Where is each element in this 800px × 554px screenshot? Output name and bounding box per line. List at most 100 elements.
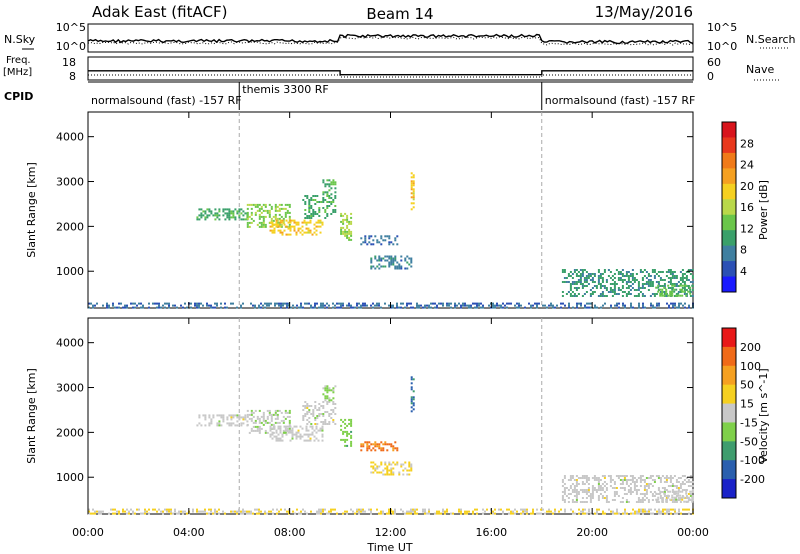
echo-pixel: [639, 499, 642, 501]
echo-pixel: [246, 221, 249, 224]
echo-pixel: [374, 235, 377, 238]
echo-pixel: [588, 510, 590, 513]
echo-pixel: [336, 512, 338, 515]
echo-pixel: [584, 306, 586, 309]
echo-pixel: [256, 203, 259, 206]
echo-pixel: [256, 205, 259, 208]
echo-pixel: [386, 471, 389, 474]
echo-pixel: [595, 285, 598, 287]
echo-pixel: [655, 498, 658, 501]
ytick-label: 3000: [56, 176, 84, 189]
echo-pixel: [264, 203, 267, 206]
echo-pixel: [587, 495, 590, 497]
echo-pixel: [677, 281, 680, 283]
echo-pixel: [571, 283, 574, 285]
echo-pixel: [677, 492, 680, 495]
nsky-label: N.Sky: [4, 33, 36, 46]
echo-pixel: [120, 302, 122, 305]
echo-pixel: [637, 287, 640, 289]
echo-pixel: [334, 211, 337, 213]
echo-pixel: [650, 304, 652, 307]
echo-pixel: [206, 304, 208, 307]
echo-pixel: [556, 304, 558, 307]
echo-pixel: [208, 414, 211, 417]
echo-pixel: [286, 510, 288, 513]
echo-pixel: [631, 479, 634, 481]
echo-pixel: [408, 469, 411, 472]
echo-pixel: [252, 304, 254, 307]
echo-pixel: [218, 214, 221, 217]
echo-pixel: [575, 481, 578, 483]
echo-pixel: [293, 225, 296, 228]
echo-pixel: [372, 239, 375, 242]
echo-pixel: [446, 304, 448, 307]
echo-pixel: [228, 210, 231, 213]
echo-pixel: [597, 495, 600, 497]
echo-pixel: [597, 275, 600, 277]
colorbar-swatch: [722, 422, 736, 442]
echo-pixel: [624, 508, 626, 511]
echo-pixel: [408, 512, 410, 515]
echo-pixel: [350, 220, 353, 223]
echo-pixel: [561, 481, 564, 483]
echo-pixel: [274, 413, 277, 416]
echo-pixel: [302, 417, 305, 419]
echo-pixel: [164, 302, 166, 305]
echo-pixel: [669, 281, 672, 283]
echo-pixel: [669, 273, 672, 275]
echo-pixel: [216, 216, 219, 219]
echo-pixel: [645, 283, 648, 285]
echo-pixel: [567, 497, 570, 499]
echo-pixel: [315, 425, 318, 428]
echo-pixel: [234, 208, 237, 211]
echo-pixel: [342, 214, 345, 217]
echo-pixel: [691, 269, 694, 271]
echo-pixel: [643, 485, 646, 487]
echo-pixel: [589, 493, 592, 495]
echo-pixel: [307, 227, 310, 230]
echo-pixel: [186, 306, 188, 309]
echo-pixel: [322, 199, 325, 201]
colorbar-swatch: [722, 122, 736, 138]
echo-pixel: [538, 302, 540, 305]
echo-pixel: [625, 293, 628, 295]
echo-pixel: [683, 489, 686, 491]
echo-pixel: [550, 510, 552, 513]
echo-pixel: [605, 295, 608, 297]
echo-pixel: [366, 441, 369, 444]
echo-pixel: [665, 295, 668, 297]
echo-pixel: [599, 283, 602, 285]
echo-pixel: [663, 495, 666, 497]
echo-pixel: [328, 389, 331, 392]
echo-pixel: [214, 212, 217, 215]
echo-pixel: [320, 302, 322, 305]
echo-pixel: [198, 414, 201, 417]
echo-pixel: [266, 211, 269, 214]
echo-pixel: [324, 191, 327, 194]
echo-pixel: [140, 306, 142, 309]
echo-pixel: [510, 510, 512, 513]
echo-pixel: [244, 510, 246, 513]
echo-pixel: [480, 306, 482, 309]
echo-pixel: [279, 439, 282, 442]
echo-pixel: [585, 291, 588, 293]
echo-pixel: [659, 497, 662, 499]
echo-pixel: [334, 181, 337, 184]
echo-pixel: [334, 385, 337, 388]
echo-pixel: [400, 508, 402, 511]
echo-pixel: [663, 489, 666, 491]
echo-pixel: [591, 477, 594, 479]
echo-pixel: [268, 421, 271, 424]
echo-pixel: [655, 281, 658, 283]
echo-pixel: [671, 501, 674, 503]
echo-pixel: [652, 304, 654, 307]
echo-pixel: [610, 510, 612, 513]
echo-pixel: [330, 389, 333, 392]
echo-pixel: [282, 207, 285, 210]
echo-pixel: [394, 267, 397, 270]
echo-pixel: [148, 508, 150, 511]
echo-pixel: [591, 277, 594, 279]
echo-pixel: [643, 493, 646, 495]
